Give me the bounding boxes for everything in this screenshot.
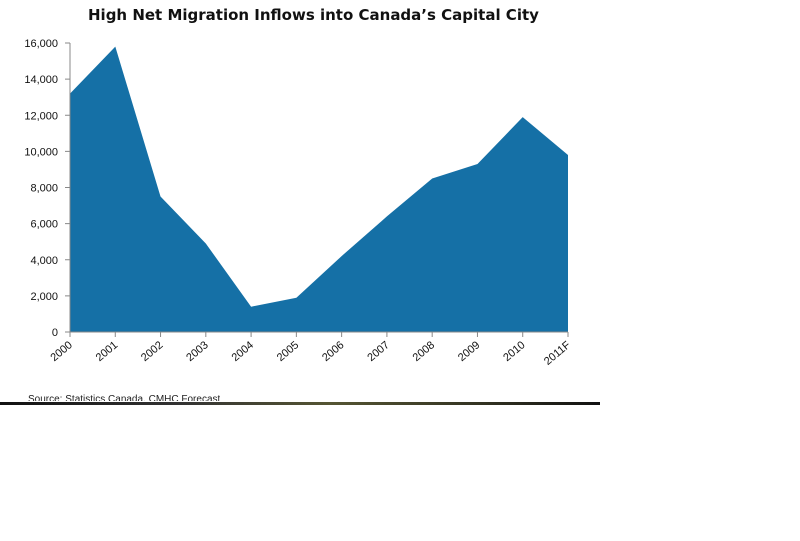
area-series — [70, 46, 568, 332]
x-tick-label: 2008 — [411, 339, 437, 364]
x-tick-label: 2007 — [365, 339, 391, 364]
y-tick-label: 16,000 — [24, 38, 58, 50]
x-tick-label: 2010 — [501, 339, 527, 364]
y-tick-label: 12,000 — [24, 110, 58, 122]
x-tick-label: 2000 — [48, 339, 74, 364]
x-tick-label: 2006 — [320, 339, 346, 364]
area-chart: 0 2,000 4,000 6,000 8,000 10,000 12,000 14,000 1… — [24, 38, 573, 368]
chart-title: High Net Migration Inflows into Canada’s… — [88, 6, 539, 24]
x-tick-label: 2001 — [94, 339, 120, 364]
y-tick-label: 2,000 — [30, 291, 58, 303]
y-tick-label: 4,000 — [30, 255, 58, 267]
bottom-divider — [0, 402, 600, 405]
x-tick-label: 2009 — [456, 339, 482, 364]
x-tick-label: 2004 — [230, 339, 256, 364]
y-tick-label: 6,000 — [30, 219, 58, 231]
y-tick-label: 0 — [52, 327, 58, 339]
x-tick-label: 2005 — [275, 339, 301, 364]
y-tick-label: 8,000 — [30, 183, 58, 195]
source-note: Source: Statistics Canada, CMHC Forecast — [28, 394, 221, 401]
x-tick-label: 2002 — [139, 339, 165, 364]
y-tick-label: 14,000 — [24, 74, 58, 86]
x-tick-label: 2011F — [542, 339, 573, 368]
x-tick-label: 2003 — [184, 339, 210, 364]
y-tick-label: 10,000 — [24, 146, 58, 158]
